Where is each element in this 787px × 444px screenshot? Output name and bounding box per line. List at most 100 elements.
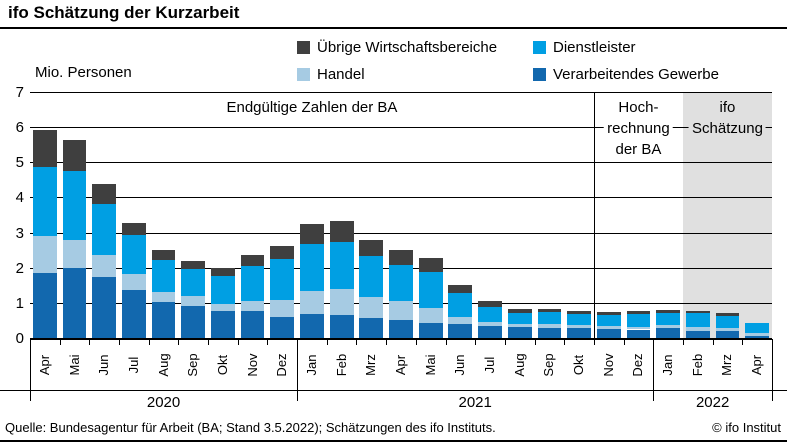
year-label: 2022 xyxy=(695,394,730,411)
gridline xyxy=(30,197,772,199)
month-label: Mrz xyxy=(719,354,735,376)
month-label: Okt xyxy=(571,354,587,376)
x-axis-tick xyxy=(356,339,358,345)
month-label: Jan xyxy=(303,354,319,376)
month-label: Feb xyxy=(689,353,705,377)
x-axis-tick xyxy=(89,339,91,345)
bar-segment xyxy=(240,255,265,267)
month-label: Apr xyxy=(393,354,408,376)
x-axis-tick xyxy=(148,339,150,345)
x-axis-tick xyxy=(504,339,506,345)
bar-segment xyxy=(270,316,295,339)
x-axis-tick xyxy=(475,339,477,345)
year-label: 2021 xyxy=(458,394,492,411)
bar-segment xyxy=(359,240,384,257)
month-label: Jan xyxy=(660,354,676,376)
bar-segment xyxy=(537,309,562,313)
bar-segment xyxy=(389,264,413,302)
bar-segment xyxy=(626,314,651,327)
bar-segment xyxy=(478,300,502,307)
bar-segment xyxy=(478,321,502,326)
bar-segment xyxy=(537,323,562,329)
bar-segment xyxy=(240,301,265,311)
gridline xyxy=(30,127,772,129)
month-label: Mai xyxy=(422,354,438,376)
bar-segment xyxy=(626,310,651,315)
y-tick-label: 0 xyxy=(15,330,24,347)
year-separator-line xyxy=(297,339,299,401)
year-label: 2020 xyxy=(146,394,181,411)
bar-segment xyxy=(656,309,680,313)
region-divider-line xyxy=(593,93,595,339)
x-axis-tick xyxy=(534,339,536,345)
bar-segment xyxy=(211,303,235,311)
legend-swatch-icon xyxy=(533,41,546,54)
bar-segment xyxy=(448,292,473,318)
bar-segment xyxy=(32,166,57,237)
bar-segment xyxy=(567,314,591,325)
y-tick-label: 5 xyxy=(15,154,24,172)
month-label: Sep xyxy=(541,353,557,377)
bar-segment xyxy=(478,306,502,322)
y-axis-unit-label: Mio. Personen xyxy=(35,64,132,81)
y-tick-label: 7 xyxy=(15,84,24,101)
bar-segment xyxy=(715,328,740,332)
bar-segment xyxy=(300,243,324,291)
region-label-line: Schätzung xyxy=(692,120,763,137)
month-label: Jul xyxy=(125,356,141,374)
bar-segment xyxy=(448,324,473,339)
bar-segment xyxy=(151,302,176,339)
year-separator-line xyxy=(772,339,773,401)
y-tick-label: 1 xyxy=(15,294,24,312)
bar-segment xyxy=(685,327,710,331)
year-separator-line xyxy=(30,339,31,401)
bar-segment xyxy=(567,310,591,315)
x-axis-tick xyxy=(742,339,744,345)
chart-legend: Übrige Wirtschaftsbereiche Dienstleister H… xyxy=(297,39,719,83)
y-tick-label: 3 xyxy=(15,224,24,242)
bar-segment xyxy=(715,315,740,329)
region-label-line: Hoch- xyxy=(618,99,659,116)
bar-segment xyxy=(685,313,710,328)
bar-segment xyxy=(329,314,354,339)
month-label: Sep xyxy=(185,353,201,377)
region-label: Hoch-rechnung der BA xyxy=(604,97,673,160)
month-label: Apr xyxy=(36,354,52,376)
x-axis-tick xyxy=(623,339,625,345)
bottom-rule xyxy=(0,440,787,442)
month-label: Jun xyxy=(452,354,468,376)
x-axis-tick xyxy=(267,339,269,345)
bar-segment xyxy=(181,268,206,297)
region-label-line: rechnung xyxy=(607,120,670,137)
bar-segment xyxy=(596,325,621,329)
bar-segment xyxy=(181,305,206,339)
x-axis-tick xyxy=(59,339,61,345)
bar-segment xyxy=(596,311,621,316)
legend-item: Übrige Wirtschaftsbereiche xyxy=(297,39,533,56)
month-label: Jun xyxy=(96,354,112,376)
bar-segment xyxy=(92,204,117,256)
bar-segment xyxy=(359,297,384,318)
bar-segment xyxy=(122,273,146,290)
bar-segment xyxy=(507,309,532,313)
x-axis-tick xyxy=(564,339,566,345)
bar-segment xyxy=(211,276,235,304)
bar-segment xyxy=(181,296,206,306)
copyright-note: © ifo Institut xyxy=(712,420,781,435)
year-separator-line xyxy=(653,339,655,401)
bar-segment xyxy=(626,329,651,339)
legend-label: Verarbeitendes Gewerbe xyxy=(553,66,719,83)
bar-segment xyxy=(448,284,473,293)
year-axis-rule xyxy=(0,390,787,391)
bar-segment xyxy=(32,236,57,273)
bar-segment xyxy=(300,224,324,244)
x-axis-tick xyxy=(386,339,388,345)
bar-segment xyxy=(151,259,176,292)
bar-segment xyxy=(329,242,354,289)
gridline xyxy=(30,162,772,164)
month-label: Aug xyxy=(155,353,171,377)
bar-segment xyxy=(240,310,265,339)
bar-segment xyxy=(626,326,651,330)
bar-segment xyxy=(537,312,562,324)
bar-segment xyxy=(151,291,176,303)
